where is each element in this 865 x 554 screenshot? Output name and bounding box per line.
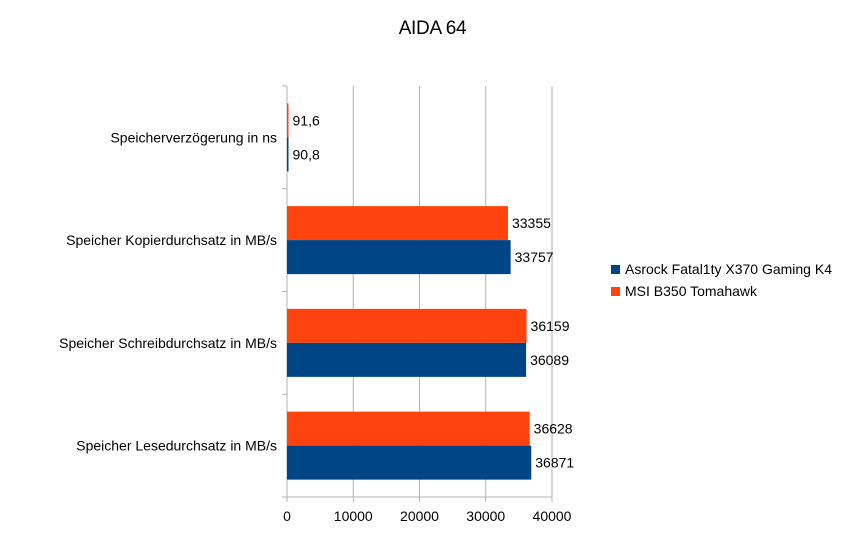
- data-label-msi: 33355: [512, 215, 551, 231]
- x-tick-label: 10000: [334, 508, 373, 524]
- legend: Asrock Fatal1ty X370 Gaming K4 MSI B350 …: [611, 258, 832, 302]
- category-label: Speicher Kopierdurchsatz in MB/s: [66, 232, 277, 248]
- data-label-asrock: 33757: [515, 249, 554, 265]
- bar-asrock: [287, 137, 289, 172]
- x-tick-label: 0: [283, 508, 291, 524]
- data-label-asrock: 90,8: [293, 146, 320, 162]
- data-label-msi: 91,6: [293, 112, 320, 128]
- data-label-msi: 36628: [534, 421, 573, 437]
- x-tick-label: 20000: [400, 508, 439, 524]
- legend-item-msi: MSI B350 Tomahawk: [611, 280, 832, 302]
- data-label-asrock: 36871: [535, 455, 574, 471]
- x-tick-label: 30000: [466, 508, 505, 524]
- category-label: Speicher Schreibdurchsatz in MB/s: [59, 335, 277, 351]
- bar-asrock: [287, 240, 511, 275]
- bar-msi: [287, 308, 527, 343]
- x-tick-label: 40000: [533, 508, 572, 524]
- data-label-asrock: 36089: [530, 352, 569, 368]
- legend-swatch-msi: [611, 286, 620, 296]
- bar-msi: [287, 206, 508, 241]
- legend-swatch-asrock: [611, 264, 620, 274]
- bar-msi: [287, 411, 530, 446]
- data-label-msi: 36159: [531, 318, 570, 334]
- bar-asrock: [287, 445, 532, 480]
- category-label: Speicherverzögerung in ns: [110, 129, 277, 145]
- legend-label-asrock: Asrock Fatal1ty X370 Gaming K4: [625, 261, 832, 277]
- legend-item-asrock: Asrock Fatal1ty X370 Gaming K4: [611, 258, 832, 280]
- bar-msi: [287, 103, 289, 138]
- category-label: Speicher Lesedurchsatz in MB/s: [76, 438, 277, 454]
- chart-title: AIDA 64: [398, 18, 467, 39]
- legend-label-msi: MSI B350 Tomahawk: [625, 283, 758, 299]
- bar-asrock: [287, 342, 527, 377]
